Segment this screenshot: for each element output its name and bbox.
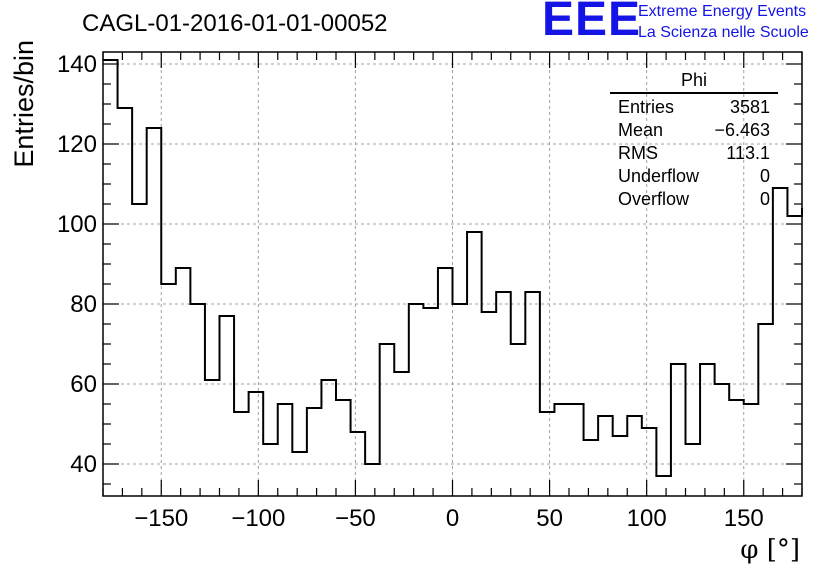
y-tick-label: 80 bbox=[70, 291, 97, 318]
histogram-bin bbox=[496, 292, 511, 496]
stats-value: 3581 bbox=[729, 97, 770, 117]
y-tick-label: 140 bbox=[57, 51, 97, 78]
histogram-bin bbox=[118, 108, 133, 496]
histogram-bin bbox=[336, 400, 351, 496]
y-axis-label: Entries/bin bbox=[9, 40, 39, 168]
histogram-bin bbox=[423, 308, 438, 496]
histogram-bin bbox=[671, 364, 686, 496]
histogram-bin bbox=[773, 188, 788, 496]
histogram-bin bbox=[307, 408, 322, 496]
logo-mark: EEE bbox=[542, 0, 642, 46]
x-tick-label: −150 bbox=[134, 505, 188, 532]
histogram-bin bbox=[278, 404, 293, 496]
stats-label: RMS bbox=[618, 143, 658, 163]
x-tick-label: 50 bbox=[536, 505, 563, 532]
histogram-bin bbox=[147, 128, 162, 496]
x-tick-label: −100 bbox=[231, 505, 285, 532]
stats-row-overflow: Overflow 0 bbox=[610, 188, 778, 211]
histogram-bin bbox=[744, 404, 759, 496]
y-tick-label: 40 bbox=[70, 451, 97, 478]
x-tick-label: 100 bbox=[627, 505, 667, 532]
histogram-bin bbox=[409, 304, 424, 496]
histogram-bin bbox=[729, 400, 744, 496]
histogram-bin bbox=[715, 384, 730, 496]
stats-row-entries: Entries 3581 bbox=[610, 96, 778, 119]
histogram-bin bbox=[234, 412, 249, 496]
histogram-bin bbox=[176, 268, 191, 496]
histogram-bin bbox=[365, 464, 380, 496]
stats-divider bbox=[610, 92, 778, 94]
histogram-bin bbox=[394, 372, 409, 496]
histogram-bin bbox=[467, 232, 482, 496]
histogram-bin bbox=[190, 304, 205, 496]
stats-value: 113.1 bbox=[726, 143, 770, 163]
x-tick-label: 0 bbox=[446, 505, 459, 532]
histogram-bin bbox=[249, 392, 264, 496]
stats-row-underflow: Underflow 0 bbox=[610, 165, 778, 188]
logo-line-2: La Scienza nelle Scuole bbox=[638, 24, 809, 41]
stats-label: Entries bbox=[618, 97, 675, 117]
stats-row-mean: Mean −6.463 bbox=[610, 119, 778, 142]
chart-title: CAGL-01-2016-01-01-00052 bbox=[82, 10, 388, 37]
histogram-bin bbox=[584, 440, 599, 496]
y-tick-label: 60 bbox=[70, 371, 97, 398]
histogram-bin bbox=[205, 380, 220, 496]
histogram-bin bbox=[161, 284, 176, 496]
stats-value: 0 bbox=[759, 166, 770, 186]
x-axis-label: φ [°] bbox=[740, 535, 800, 565]
y-tick-label: 120 bbox=[57, 131, 97, 158]
histogram-bin bbox=[569, 404, 584, 496]
histogram-bin bbox=[351, 432, 366, 496]
histogram-outline bbox=[103, 59, 803, 496]
histogram-bin bbox=[700, 364, 715, 496]
logo-line-1: Extreme Energy Events bbox=[638, 3, 807, 20]
histogram-bin bbox=[598, 416, 613, 496]
histogram-bin bbox=[642, 428, 657, 496]
stats-value: 0 bbox=[759, 189, 770, 209]
histogram-bin bbox=[787, 216, 802, 496]
stats-title: Phi bbox=[680, 70, 707, 90]
histogram-bin bbox=[525, 292, 540, 496]
axis-tick-labels: −150 −100 −50 0 50 100 150 40 60 80 100 120 140 bbox=[57, 51, 764, 532]
stats-box: Phi Entries 3581 Mean −6.463 RMS 113.1 U… bbox=[610, 70, 778, 211]
histogram-bin bbox=[132, 204, 147, 496]
histogram-bin bbox=[686, 444, 701, 496]
histogram-bin bbox=[627, 416, 642, 496]
stats-label: Overflow bbox=[618, 189, 690, 209]
histogram-bin bbox=[453, 304, 468, 496]
histogram-bin bbox=[540, 412, 555, 496]
histogram-line bbox=[103, 59, 803, 477]
histogram-bin bbox=[554, 404, 569, 496]
axis-ticks bbox=[102, 52, 803, 496]
x-tick-label: 150 bbox=[724, 505, 764, 532]
histogram-bin bbox=[438, 268, 453, 496]
histogram-bin bbox=[263, 444, 278, 496]
stats-label: Mean bbox=[618, 120, 664, 140]
stats-value: −6.463 bbox=[714, 120, 770, 140]
histogram-bin bbox=[380, 344, 395, 496]
eee-logo: EEE Extreme Energy Events La Scienza nel… bbox=[542, 0, 832, 46]
y-tick-label: 100 bbox=[57, 211, 97, 238]
stats-row-rms: RMS 113.1 bbox=[610, 142, 778, 165]
histogram-bin bbox=[292, 452, 307, 496]
stats-label: Underflow bbox=[618, 166, 700, 186]
histogram-bin bbox=[758, 324, 773, 496]
x-tick-label: −50 bbox=[335, 505, 376, 532]
histogram-bin bbox=[613, 436, 628, 496]
histogram-bin bbox=[103, 60, 118, 496]
histogram-bin bbox=[656, 476, 671, 496]
histogram-bin bbox=[321, 380, 336, 496]
histogram-bin bbox=[482, 312, 497, 496]
histogram-bin bbox=[511, 344, 526, 496]
histogram-bin bbox=[220, 316, 235, 496]
